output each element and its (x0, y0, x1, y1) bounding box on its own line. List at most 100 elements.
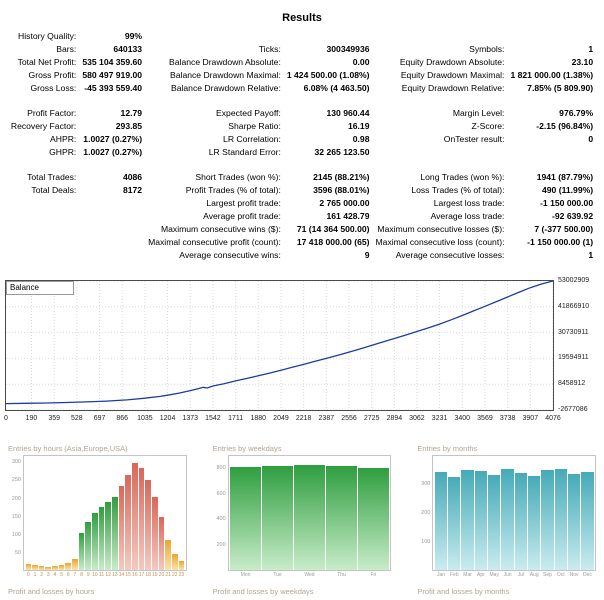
stats-table: History Quality: 99% Bars: 640133 Ticks: 3003… (8, 30, 596, 262)
bar-18 (145, 480, 151, 570)
mini-chart-y-tick-label: 800 (216, 464, 226, 471)
stat-value: 976.79% (559, 108, 594, 118)
stat-label: AHPR: (50, 134, 77, 144)
mini-chart-x-tick-label: 14 (118, 572, 125, 578)
stat-value: 32 265 123.50 (314, 147, 370, 157)
stat-value: 293.85 (115, 121, 143, 131)
mini-chart-x-tick-label: 6 (66, 572, 70, 578)
bar-17 (138, 467, 145, 570)
mini-chart-x-tick-label: 3 (46, 572, 50, 578)
stat-value: 161 428.79 (326, 211, 370, 221)
stats-row: Total Deals: 8172 Profit Trades (% of tota… (8, 184, 596, 197)
stat-value: 490 (11.99%) (541, 185, 594, 195)
stat-value (79, 249, 145, 262)
stat-label: Profit Trades (% of total): (185, 185, 281, 195)
mini-chart-x-tick-label: 1 (33, 572, 37, 578)
stat-value (507, 146, 596, 159)
stat-value: 12.79 (120, 108, 143, 118)
stat-label: Bars: (56, 44, 77, 54)
balance-x-tick-label: 866 (116, 415, 129, 422)
bar-11 (98, 506, 105, 570)
stat-value: 0.98 (352, 134, 370, 144)
bar-4 (52, 566, 58, 570)
mini-chart-x-tick-label: 19 (152, 572, 158, 578)
mini-chart-x-tick-label: Tue (273, 572, 282, 578)
stat-label: Gross Loss: (30, 83, 77, 93)
mini-chart-y-tick-label: 400 (216, 516, 226, 523)
stat-label: Expected Payoff: (216, 108, 281, 118)
stat-value (79, 197, 145, 210)
bar-May (488, 475, 501, 570)
mini-chart-title: Entries by weekdays (212, 444, 282, 453)
bar-Sep (541, 470, 554, 570)
mini-chart-x-tick-label: 16 (132, 572, 138, 578)
balance-x-tick-label: 1880 (250, 415, 267, 422)
stats-row: History Quality: 99% (8, 30, 596, 43)
mini-chart-x-tick-label: 2 (40, 572, 44, 578)
bar-16 (132, 463, 138, 570)
balance-x-tick-label: 3231 (431, 415, 448, 422)
mini-chart-x-tick-label: Sep (543, 572, 552, 578)
mini-chart-plot (432, 455, 596, 571)
balance-x-tick-label: 1035 (137, 415, 153, 422)
stat-label: Balance Drawdown Absolute: (169, 57, 281, 67)
balance-y-tick-label: 53002909 (558, 277, 590, 284)
mini-chart-x-tick-label: Oct (556, 572, 565, 578)
balance-x-tick-label: 1542 (205, 415, 221, 422)
balance-x-tick-label: 2049 (273, 415, 289, 422)
mini-chart-x-tick-label: 0 (26, 572, 30, 578)
stats-row: Average consecutive wins: 9 Average consec… (8, 249, 596, 262)
stat-label: Average loss trade: (430, 211, 505, 221)
stat-label: Ticks: (258, 44, 281, 54)
mini-chart-x-tick-label: Feb (449, 572, 459, 578)
balance-x-tick-label: 1711 (228, 415, 244, 422)
stats-row: Bars: 640133 Ticks: 300349936 Symbols: 1 (8, 43, 596, 56)
bar-Aug (528, 475, 541, 570)
stat-label (145, 30, 284, 43)
stat-value: 1.0027 (0.27%) (83, 147, 143, 157)
stat-label: Profit Factor: (27, 108, 77, 118)
bar-Dec (581, 471, 594, 570)
mini-chart-x-labels: Jan Feb Mar Apr May Jun Jul Aug Sep Oct Nov Dec (432, 571, 596, 578)
balance-x-tick-label: 2218 (295, 415, 312, 422)
stat-label: Maximal consecutive loss (count): (375, 237, 505, 247)
bar-22 (171, 553, 178, 570)
bar-3 (45, 566, 52, 570)
balance-y-tick-label: 8458912 (558, 380, 586, 388)
balance-x-tick-label: 1204 (159, 415, 176, 422)
mini-chart-x-tick-label: 12 (105, 572, 111, 578)
stat-value: -1 150 000.00 (540, 198, 594, 208)
stats-row: Maximum consecutive wins ($): 71 (14 364 … (8, 223, 596, 236)
bar-Tue (262, 465, 294, 570)
balance-line (6, 281, 553, 405)
stat-value (79, 210, 145, 223)
stat-value: 17 418 000.00 (65) (296, 237, 370, 247)
stat-value: 7.85% (5 809.90) (527, 83, 594, 93)
mini-chart-y-tick-label: 200 (421, 510, 431, 516)
stat-label: Symbols: (469, 44, 505, 54)
stat-value: 6.08% (4 463.50) (303, 83, 370, 93)
mini-chart-x-tick-label: 4 (53, 572, 57, 578)
balance-x-tick-label: 3907 (522, 415, 539, 422)
stat-value: 16.19 (347, 121, 370, 131)
bar-21 (165, 539, 171, 570)
balance-x-tick-label: 1373 (182, 415, 199, 422)
stat-value: 99% (124, 31, 143, 41)
mini-chart-title: Entries by months (417, 444, 478, 453)
mini-chart-x-tick-label: 21 (165, 572, 171, 578)
stat-label: GHPR: (49, 147, 77, 157)
stat-label: Short Trades (won %): (195, 172, 281, 182)
bar-15 (125, 474, 131, 570)
mini-chart-x-tick-label: Jul (517, 572, 525, 578)
stat-value: 71 (14 364 500.00) (296, 224, 370, 234)
stat-value: 1941 (87.79%) (536, 172, 594, 182)
balance-x-tick-label: 2894 (386, 415, 403, 422)
mini-chart-x-tick-label: Jun (503, 572, 512, 578)
stat-value: 7 (-377 500.00) (534, 224, 594, 234)
stat-label (8, 249, 79, 262)
stat-label: Total Net Profit: (17, 57, 77, 67)
stat-value: 0 (588, 134, 594, 144)
stat-label (373, 146, 508, 159)
bar-10 (92, 513, 98, 570)
